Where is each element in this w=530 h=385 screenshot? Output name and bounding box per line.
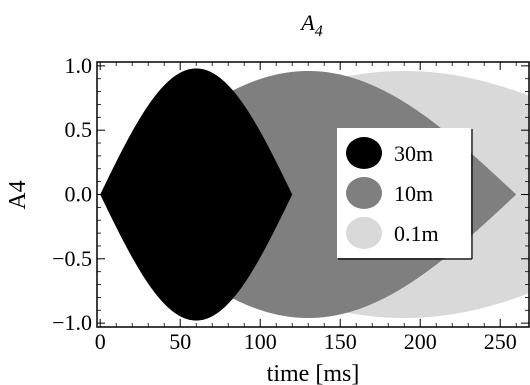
- legend: 30m 10m 0.1m: [337, 128, 473, 260]
- chart-title: A4: [299, 10, 322, 40]
- tick-layer: 0 50 100 150 200 250 −1.0 −0.5 0.0 0.5 1.0: [52, 53, 529, 354]
- y-axis-title: A4: [5, 180, 31, 209]
- y-tick-label: 0.5: [65, 117, 93, 142]
- x-tick-label: 250: [484, 329, 517, 354]
- x-tick-label: 100: [244, 329, 277, 354]
- legend-label: 10m: [394, 181, 433, 206]
- x-tick-label: 200: [404, 329, 437, 354]
- legend-label: 0.1m: [394, 221, 439, 246]
- y-tick-label: −1.0: [52, 310, 92, 335]
- legend-label: 30m: [394, 141, 433, 166]
- legend-swatch: [346, 177, 382, 209]
- legend-swatch: [346, 137, 382, 169]
- y-tick-label: 0.0: [65, 182, 93, 207]
- x-axis-title: time [ms]: [267, 361, 360, 385]
- y-tick-label: 1.0: [65, 53, 93, 78]
- y-tick-label: −0.5: [52, 246, 92, 271]
- x-tick-label: 50: [169, 329, 191, 354]
- x-tick-label: 0: [95, 329, 106, 354]
- legend-swatch: [346, 217, 382, 249]
- x-tick-label: 150: [324, 329, 357, 354]
- series-envelope-2: [100, 68, 293, 321]
